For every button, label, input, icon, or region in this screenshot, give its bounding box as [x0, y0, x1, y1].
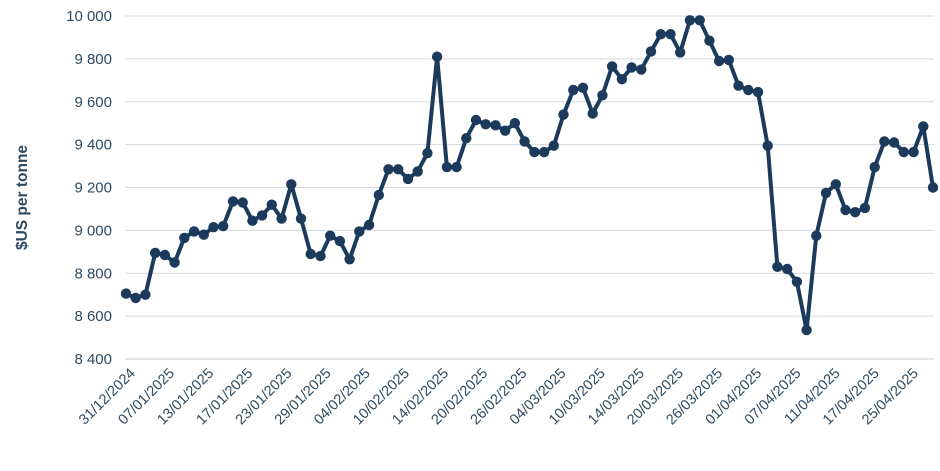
data-point	[927, 182, 939, 193]
data-point	[334, 235, 346, 247]
data-point	[315, 250, 326, 262]
data-point	[772, 261, 783, 272]
data-point	[597, 90, 608, 101]
y-tick-label: 10 000	[66, 8, 112, 25]
data-point	[908, 146, 919, 158]
data-point	[402, 173, 414, 185]
data-point	[480, 119, 491, 130]
data-point	[636, 64, 647, 75]
data-point	[645, 46, 657, 57]
data-series	[120, 15, 939, 336]
data-point	[762, 140, 773, 151]
data-point	[431, 51, 443, 62]
data-point	[383, 164, 394, 175]
data-point	[675, 47, 686, 58]
data-point	[820, 187, 832, 199]
data-point	[130, 292, 141, 304]
data-point	[470, 114, 482, 126]
data-point	[237, 197, 248, 208]
data-point	[782, 263, 793, 275]
x-axis-ticks: 31/12/202407/01/202513/01/202517/01/2025…	[76, 366, 922, 429]
data-point	[704, 35, 715, 46]
data-point	[587, 108, 598, 119]
data-point	[568, 84, 579, 96]
data-point	[266, 199, 277, 210]
y-axis-label: $US per tonne	[14, 145, 31, 250]
data-point	[159, 249, 171, 261]
data-point	[694, 15, 705, 26]
data-point	[393, 164, 404, 175]
data-point	[500, 125, 511, 136]
data-point	[869, 161, 880, 173]
data-point	[295, 213, 307, 224]
data-point	[879, 136, 890, 147]
data-point	[548, 140, 559, 151]
data-point	[344, 254, 355, 265]
data-point	[247, 215, 258, 226]
data-point	[558, 109, 569, 120]
data-point	[198, 229, 209, 240]
y-tick-label: 9 800	[74, 51, 112, 68]
y-axis-ticks: 8 400 8 600 8 800 9 000 9 200 9 400 9 600 9 800…	[66, 8, 112, 368]
data-point	[441, 161, 453, 173]
data-point	[626, 62, 637, 73]
data-point	[655, 29, 666, 40]
data-point	[665, 29, 676, 40]
data-point	[830, 179, 841, 190]
data-point	[509, 118, 521, 129]
data-point	[918, 121, 929, 132]
data-point	[888, 137, 900, 148]
data-point	[577, 82, 589, 94]
data-point	[898, 146, 909, 158]
data-point	[120, 288, 132, 299]
data-point	[840, 204, 851, 216]
data-point	[713, 55, 725, 67]
data-point	[519, 136, 530, 147]
data-point	[422, 148, 433, 159]
data-point	[791, 276, 803, 287]
data-point	[363, 219, 375, 231]
y-tick-label: 9 600	[74, 94, 112, 111]
data-point	[859, 202, 871, 214]
data-point	[801, 324, 812, 336]
data-point	[461, 133, 472, 144]
data-point	[169, 257, 180, 268]
data-point	[305, 248, 316, 260]
data-point	[723, 54, 734, 66]
y-tick-label: 8 600	[74, 308, 112, 325]
data-point	[227, 196, 239, 207]
data-point	[208, 222, 219, 233]
data-point	[850, 207, 861, 218]
data-point	[286, 179, 297, 190]
data-point	[752, 86, 764, 98]
data-point	[256, 210, 268, 221]
data-point	[606, 61, 618, 72]
data-point	[529, 146, 540, 158]
data-point	[218, 220, 229, 232]
data-point	[743, 84, 754, 96]
data-point	[616, 74, 628, 85]
data-point	[373, 189, 384, 201]
y-tick-label: 9 200	[74, 180, 112, 197]
data-point	[179, 232, 190, 244]
data-point	[150, 247, 161, 259]
data-point	[276, 213, 287, 224]
data-point	[811, 230, 822, 241]
data-point	[451, 161, 462, 173]
data-point	[733, 80, 744, 91]
data-point	[490, 120, 501, 131]
data-point	[354, 226, 365, 237]
data-point	[538, 146, 550, 158]
y-tick-label: 9 000	[74, 222, 112, 239]
data-point	[140, 289, 151, 300]
y-tick-label: 9 400	[74, 137, 112, 154]
data-point	[684, 15, 696, 26]
data-point	[412, 166, 423, 177]
series-line	[124, 18, 935, 333]
y-tick-label: 8 400	[74, 351, 112, 368]
y-tick-label: 8 800	[74, 265, 112, 282]
data-point	[325, 230, 336, 241]
data-point	[188, 226, 200, 237]
